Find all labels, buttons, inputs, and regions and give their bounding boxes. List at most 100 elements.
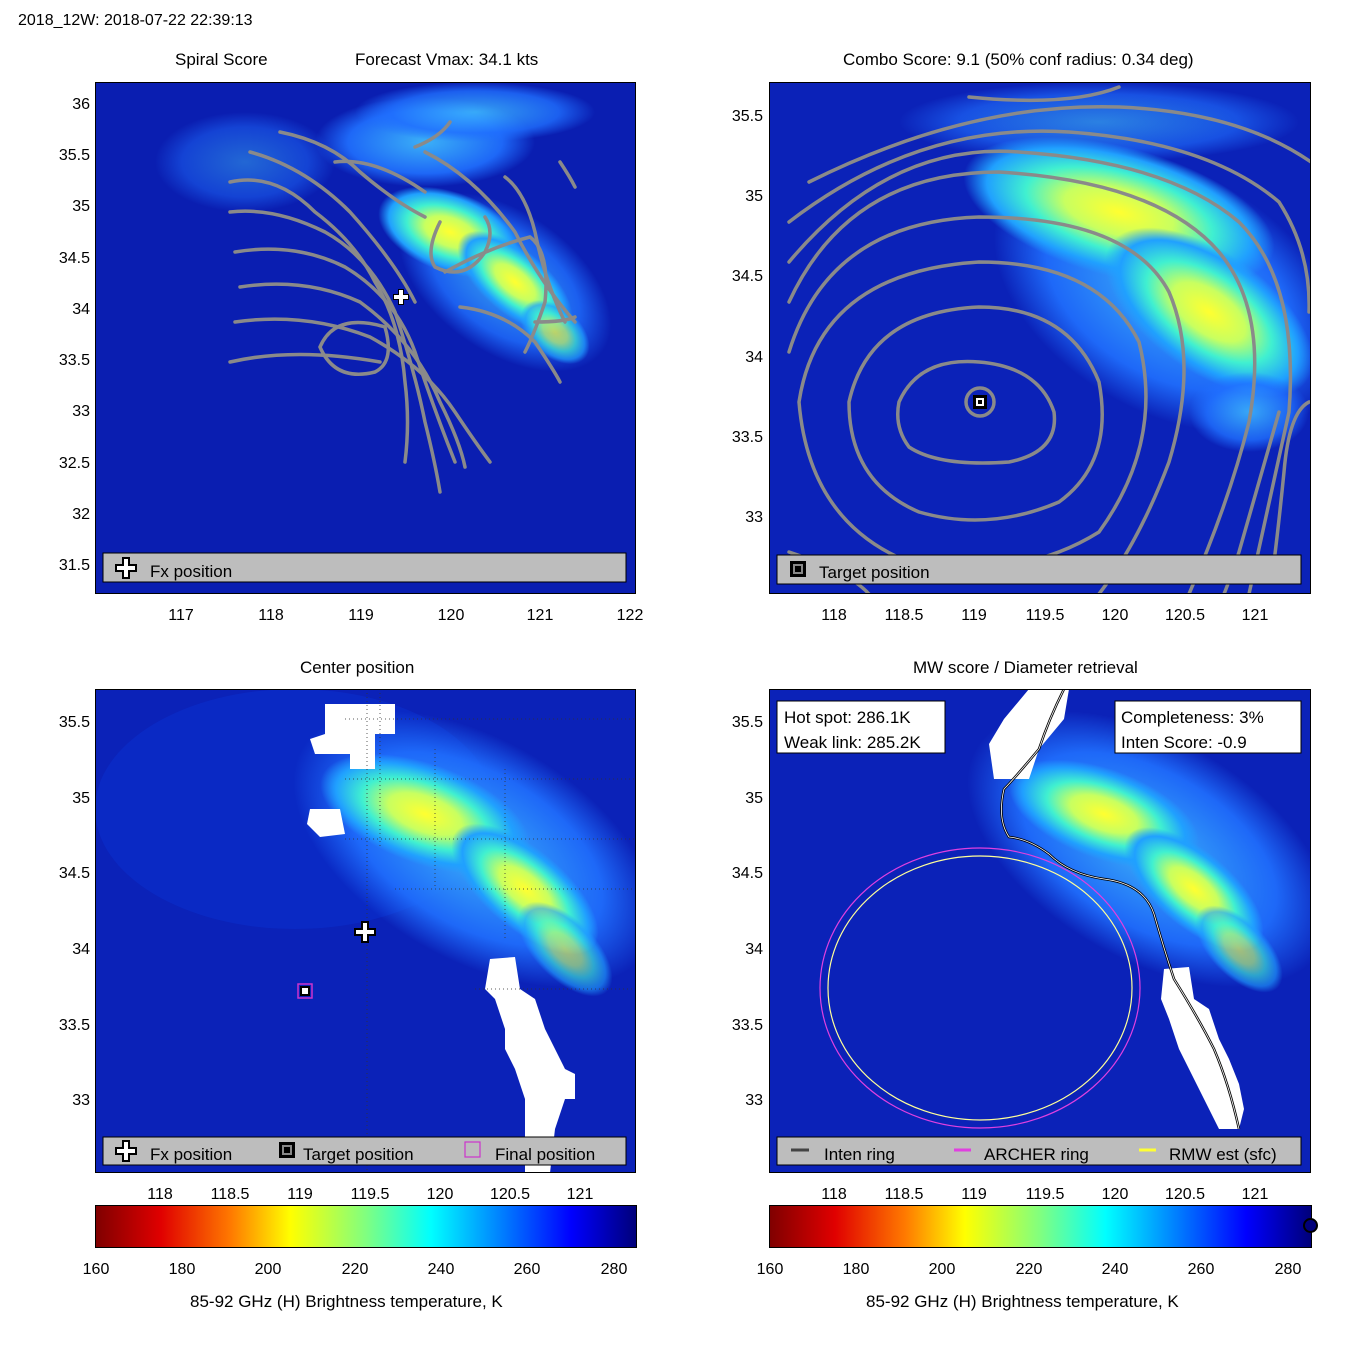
xtick: 118	[147, 1186, 173, 1203]
xtick: 121	[1241, 607, 1269, 624]
xtick: 121	[566, 1186, 594, 1203]
target-marker-center	[297, 983, 313, 999]
ytick: 35.5	[731, 714, 763, 731]
ytick: 33	[745, 509, 763, 526]
ytick: 36	[72, 96, 90, 113]
xtick: 119.5	[1025, 607, 1065, 624]
inten-score-text: Inten Score: -0.9	[1121, 733, 1247, 752]
ytick: 35.5	[58, 714, 90, 731]
colorbar-left-label: 85-92 GHz (H) Brightness temperature, K	[190, 1292, 503, 1311]
target-legend-icon-center	[279, 1142, 295, 1158]
fx-legend-icon	[115, 557, 137, 579]
cbar-tick: 240	[427, 1261, 455, 1278]
center-title: Center position	[300, 658, 415, 677]
ytick: 34.5	[58, 865, 90, 882]
xtick: 118	[821, 1186, 847, 1203]
mw-legend-rmw: RMW est (sfc)	[1169, 1145, 1277, 1164]
xtick: 120	[437, 607, 465, 624]
ytick: 33	[72, 403, 90, 420]
xtick: 120	[1101, 607, 1129, 624]
cbar-tick: 240	[1101, 1261, 1129, 1278]
rmw-ring	[827, 855, 1133, 1121]
ytick: 35	[72, 198, 90, 215]
fx-legend-icon-center	[115, 1140, 137, 1162]
cbar-tick: 200	[254, 1261, 282, 1278]
xtick: 121	[526, 607, 554, 624]
center-legend-fx: Fx position	[150, 1145, 232, 1164]
xtick: 120.5	[1164, 607, 1206, 624]
completeness-text: Completeness: 3%	[1121, 708, 1264, 727]
colorbar-left	[95, 1205, 637, 1248]
ytick: 34	[745, 349, 763, 366]
cbar-tick: 280	[1274, 1261, 1302, 1278]
cbar-tick: 180	[168, 1261, 196, 1278]
ytick: 33.5	[58, 1017, 90, 1034]
combo-plot: Target position	[769, 82, 1311, 594]
mw-legend-archer: ARCHER ring	[984, 1145, 1089, 1164]
cbar-tick: 160	[756, 1261, 784, 1278]
ytick: 34	[745, 941, 763, 958]
ytick: 33	[745, 1092, 763, 1109]
cbar-tick: 220	[1015, 1261, 1043, 1278]
archer-ring	[819, 847, 1141, 1129]
xtick: 122	[616, 607, 644, 624]
hot-spot-colorbar-marker	[1303, 1218, 1318, 1233]
final-legend-icon	[464, 1141, 481, 1158]
ytick: 34.5	[731, 865, 763, 882]
xtick: 118.5	[884, 1186, 924, 1203]
ytick: 35	[72, 790, 90, 807]
xtick: 119	[961, 607, 987, 624]
cbar-tick: 160	[82, 1261, 110, 1278]
xtick: 120	[426, 1186, 454, 1203]
combo-legend-label: Target position	[819, 563, 930, 582]
ytick: 32.5	[58, 455, 90, 472]
xtick: 118	[258, 607, 284, 624]
ytick: 34.5	[731, 268, 763, 285]
spiral-title: Spiral Score	[175, 50, 268, 69]
ytick: 34	[72, 301, 90, 318]
ytick: 33	[72, 1092, 90, 1109]
xtick: 120	[1101, 1186, 1129, 1203]
mw-legend-inten: Inten ring	[824, 1145, 895, 1164]
spiral-legend-label: Fx position	[150, 562, 232, 581]
mw-plot: Hot spot: 286.1K Weak link: 285.2K Compl…	[769, 689, 1311, 1173]
ytick: 35.5	[731, 108, 763, 125]
colorbar-right-label: 85-92 GHz (H) Brightness temperature, K	[866, 1292, 1179, 1311]
xtick: 118	[821, 607, 847, 624]
ytick: 34.5	[58, 250, 90, 267]
center-legend-target: Target position	[303, 1145, 414, 1164]
vmax-title: Forecast Vmax: 34.1 kts	[355, 50, 539, 69]
ytick: 35	[745, 188, 763, 205]
cbar-tick: 220	[341, 1261, 369, 1278]
xtick: 119	[348, 607, 374, 624]
ytick: 33.5	[731, 1017, 763, 1034]
ytick: 35	[745, 790, 763, 807]
image-title: 2018_12W: 2018-07-22 22:39:13	[18, 12, 253, 29]
xtick: 120.5	[489, 1186, 531, 1203]
mw-title: MW score / Diameter retrieval	[913, 658, 1138, 677]
fx-marker-spiral	[393, 289, 409, 305]
combo-title: Combo Score: 9.1 (50% conf radius: 0.34 …	[843, 50, 1194, 69]
target-marker-combo	[973, 395, 987, 409]
xtick: 118.5	[884, 607, 924, 624]
cbar-tick: 260	[513, 1261, 541, 1278]
cbar-tick: 280	[600, 1261, 628, 1278]
ytick: 33.5	[58, 352, 90, 369]
weak-link-text: Weak link: 285.2K	[784, 733, 921, 752]
center-legend-final: Final position	[495, 1145, 595, 1164]
ytick: 31.5	[58, 557, 90, 574]
hot-spot-text: Hot spot: 286.1K	[784, 708, 911, 727]
xtick: 119	[287, 1186, 313, 1203]
center-plot: Fx position Target position Final positi…	[95, 689, 636, 1173]
spiral-plot: Fx position	[95, 82, 636, 594]
ytick: 34	[72, 941, 90, 958]
cbar-tick: 200	[928, 1261, 956, 1278]
xtick: 119.5	[350, 1186, 390, 1203]
xtick: 120.5	[1164, 1186, 1206, 1203]
cbar-tick: 260	[1187, 1261, 1215, 1278]
ytick: 33.5	[731, 429, 763, 446]
xtick: 118.5	[210, 1186, 250, 1203]
colorbar-right	[769, 1205, 1312, 1248]
xtick: 117	[168, 607, 194, 624]
cbar-tick: 180	[842, 1261, 870, 1278]
